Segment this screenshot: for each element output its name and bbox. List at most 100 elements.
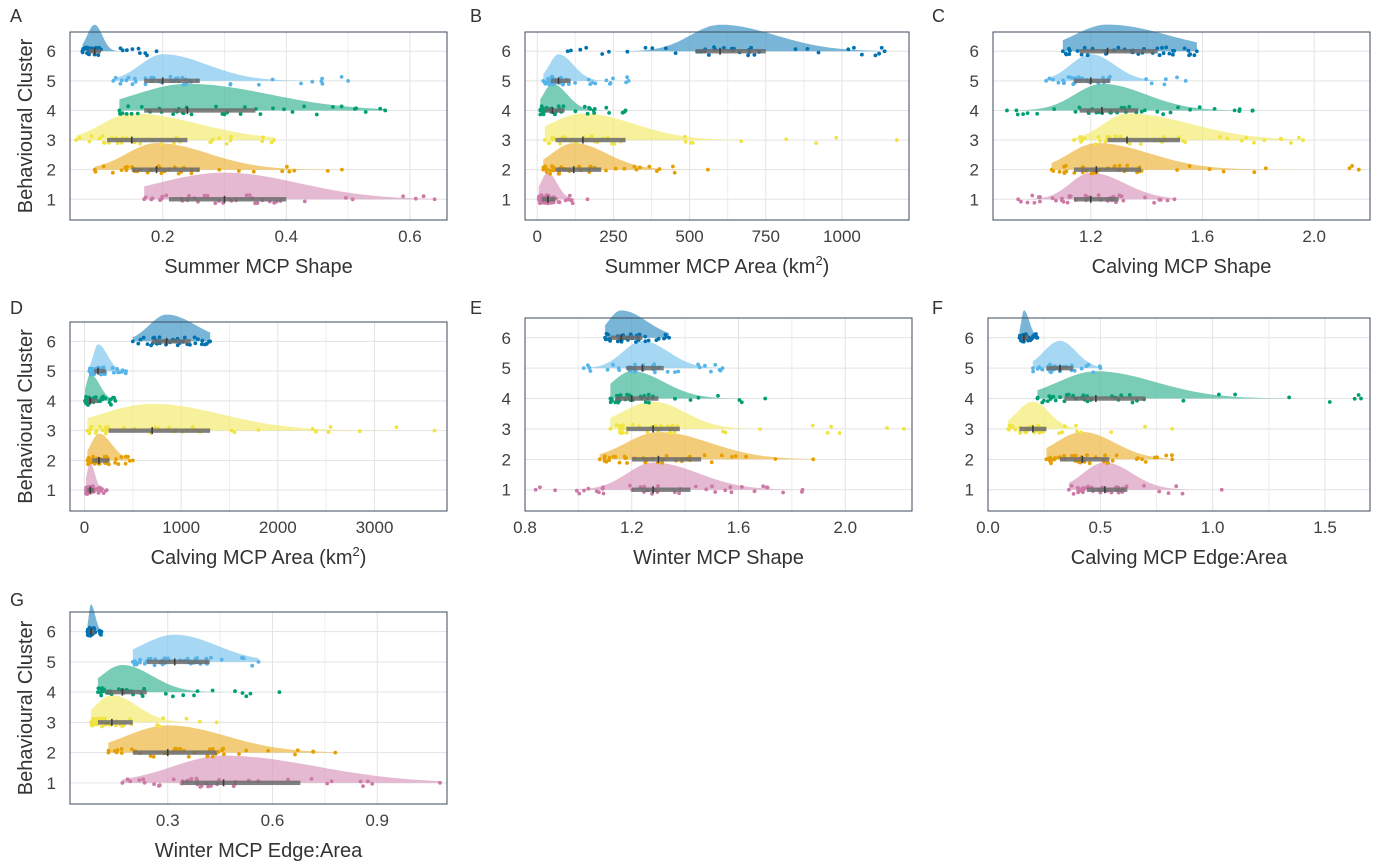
data-point (710, 484, 714, 489)
panel-letter: D (10, 298, 23, 318)
data-point (202, 193, 207, 198)
iqr-box (1079, 49, 1158, 54)
data-point (292, 168, 297, 173)
x-axis-title-close-paren: ) (360, 547, 367, 569)
data-point (328, 425, 333, 429)
data-point (110, 366, 115, 370)
data-point (625, 461, 629, 465)
data-point (181, 693, 186, 698)
iqr-box (1073, 197, 1119, 202)
panel-e: E 1 2 3 4 5 6 0.8 1.2 1.6 2.0 Winter MCP Shape (470, 298, 913, 569)
data-point (719, 453, 724, 458)
x-tick-label: 1.6 (1191, 227, 1215, 246)
data-point (1040, 400, 1045, 405)
data-point (1110, 458, 1115, 463)
data-point (228, 82, 233, 86)
data-point (1035, 396, 1040, 401)
data-point (814, 141, 818, 146)
data-point (1032, 200, 1037, 205)
data-point (590, 80, 595, 85)
data-point (533, 487, 538, 492)
data-point (567, 193, 572, 198)
data-point (1114, 453, 1119, 458)
data-point (1052, 107, 1056, 111)
data-point (740, 485, 744, 489)
data-point (1079, 52, 1084, 57)
data-point (272, 138, 276, 142)
data-point (257, 82, 261, 87)
data-point (1188, 107, 1192, 112)
cluster-5-group (87, 344, 128, 377)
data-point (116, 370, 120, 375)
data-point (172, 141, 176, 146)
data-point (1096, 135, 1101, 139)
data-point (302, 199, 307, 204)
iqr-box (1073, 78, 1111, 84)
data-point (618, 424, 623, 428)
data-point (1103, 139, 1108, 144)
density-cloud (599, 432, 814, 460)
density-cloud (87, 403, 435, 431)
density-cloud (1068, 462, 1222, 490)
data-point (586, 363, 590, 368)
iqr-box (168, 197, 287, 202)
data-point (1079, 430, 1084, 435)
data-point (1143, 424, 1147, 429)
iqr-box (146, 659, 210, 665)
y-tick-label: 1 (47, 774, 56, 793)
data-point (211, 137, 215, 142)
x-tick-label: 1.5 (1313, 518, 1337, 537)
density-cloud (1074, 113, 1303, 141)
data-point (543, 201, 548, 205)
data-point (331, 105, 335, 109)
data-point (1116, 45, 1121, 50)
x-tick-label: 0.4 (274, 227, 298, 246)
data-point (1219, 487, 1224, 492)
plot-frame (69, 31, 448, 221)
data-point (837, 431, 842, 435)
data-point (608, 427, 613, 431)
data-point (1134, 457, 1139, 461)
data-point (237, 752, 241, 756)
data-point (192, 335, 197, 340)
data-point (1161, 112, 1165, 117)
data-point (124, 78, 129, 83)
data-point (1079, 366, 1084, 371)
data-point (1035, 335, 1040, 340)
cluster-1-group (1066, 462, 1224, 496)
cluster-6-group (1060, 24, 1199, 58)
data-point (570, 201, 575, 206)
data-point (1051, 77, 1055, 82)
density-cloud (87, 604, 102, 632)
data-point (537, 200, 542, 205)
data-point (713, 490, 718, 494)
data-point (204, 341, 209, 346)
data-point (647, 164, 652, 169)
data-point (1021, 112, 1025, 116)
data-point (1139, 109, 1144, 114)
data-point (138, 51, 142, 55)
data-point (752, 489, 757, 494)
data-point (602, 456, 607, 461)
data-point (733, 454, 738, 459)
data-point (739, 139, 743, 144)
data-point (1014, 108, 1019, 113)
y-tick-label: 2 (970, 161, 979, 180)
data-point (199, 342, 204, 347)
data-point (329, 779, 334, 784)
data-point (705, 167, 710, 172)
data-point (224, 141, 229, 146)
data-point (730, 455, 734, 459)
x-axis-title-text: Winter MCP Shape (633, 547, 804, 569)
data-point (89, 424, 94, 429)
iqr-box (181, 780, 301, 786)
data-point (205, 754, 210, 759)
data-point (100, 724, 104, 729)
data-point (1025, 200, 1030, 205)
panel-letter: B (470, 6, 482, 26)
data-point (1079, 136, 1084, 141)
panel-f: F 1 2 3 4 5 6 0.0 0.5 1.0 1.5 Calving MCP Edge:Area (932, 298, 1371, 569)
x-tick-label: 1000 (162, 518, 200, 537)
data-point (538, 108, 543, 113)
data-point (810, 423, 815, 428)
